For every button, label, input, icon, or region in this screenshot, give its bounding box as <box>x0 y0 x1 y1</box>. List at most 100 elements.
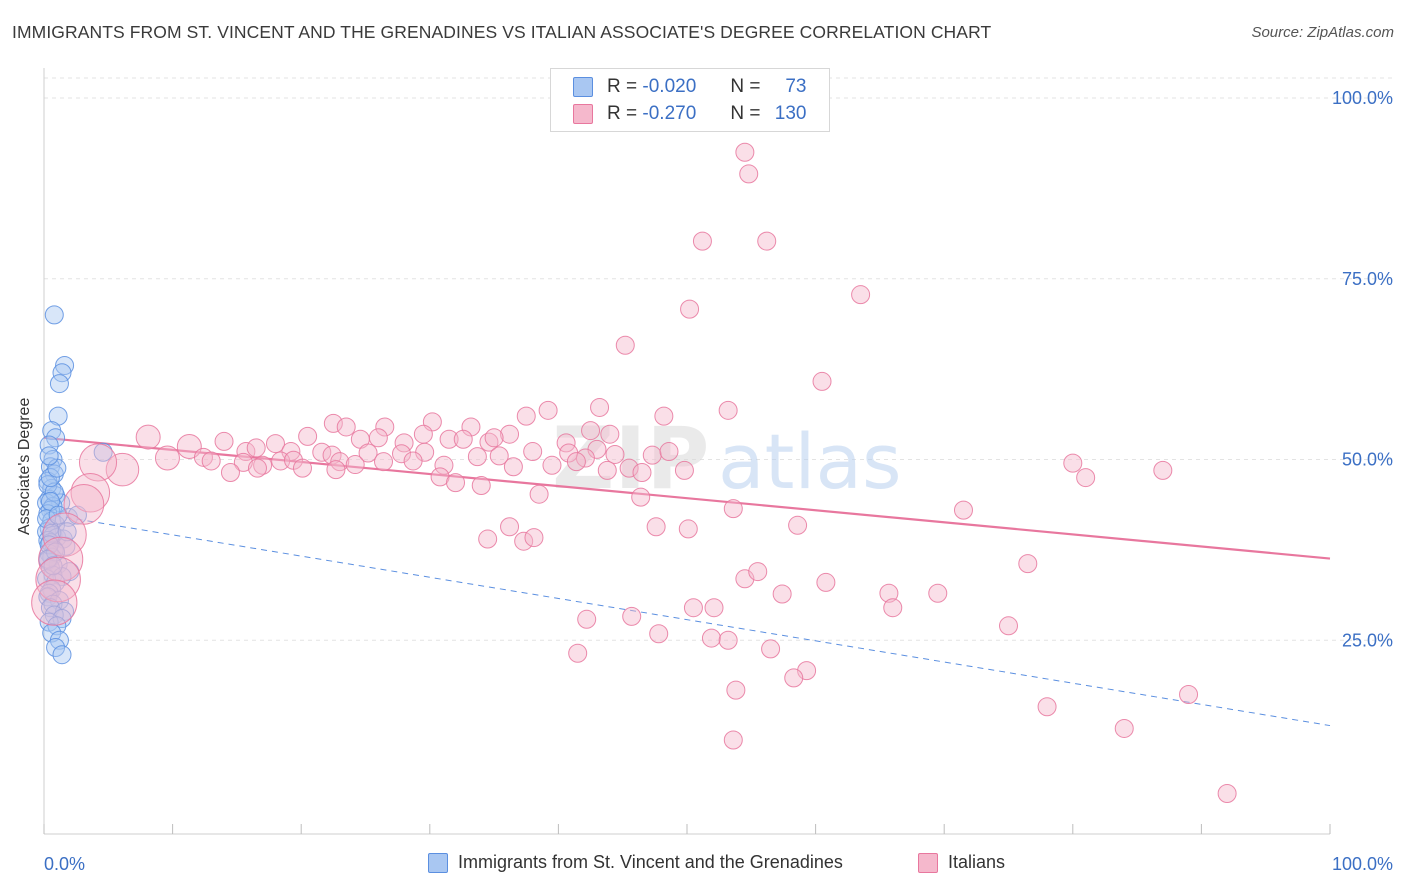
data-point <box>674 460 694 480</box>
data-point <box>514 531 534 551</box>
data-point <box>1018 554 1038 574</box>
data-point <box>748 562 768 582</box>
data-point <box>44 305 64 325</box>
legend-row-immigrants: R = -0.020 N = 73 <box>573 75 807 99</box>
legend-r-label: R = <box>607 76 638 97</box>
data-point <box>761 639 781 659</box>
data-point <box>649 624 669 644</box>
data-point <box>368 428 388 448</box>
legend-item-italians[interactable]: Italians <box>918 852 1005 873</box>
data-point <box>500 424 520 444</box>
legend-r-value: -0.270 <box>642 103 697 124</box>
data-point <box>403 451 423 471</box>
data-point <box>590 397 610 417</box>
data-point <box>345 455 365 475</box>
legend-swatch-immigrants <box>428 852 448 873</box>
legend-item-immigrants[interactable]: Immigrants from St. Vincent and the Gren… <box>428 852 843 873</box>
data-point <box>654 406 674 426</box>
data-point <box>879 583 899 603</box>
data-point <box>35 556 81 603</box>
data-point <box>292 458 312 478</box>
data-point <box>516 406 536 426</box>
data-point <box>39 446 59 466</box>
data-point <box>39 435 59 455</box>
legend-n-label: N = <box>730 76 761 97</box>
chart-title: IMMIGRANTS FROM ST. VINCENT AND THE GREN… <box>12 22 992 42</box>
data-point <box>220 463 240 483</box>
data-point <box>253 455 273 475</box>
data-point <box>788 515 808 535</box>
data-point <box>323 413 343 433</box>
legend-swatch-italians <box>573 104 593 124</box>
data-point <box>46 637 66 657</box>
data-point <box>615 335 635 355</box>
data-point <box>78 443 118 482</box>
data-point <box>581 421 601 441</box>
data-point <box>735 142 755 162</box>
data-point <box>739 164 759 184</box>
data-point <box>851 285 871 305</box>
data-point <box>631 487 651 507</box>
data-point <box>47 458 67 478</box>
y-tick-label: 25.0% <box>1342 630 1393 650</box>
data-point <box>56 536 76 556</box>
data-point <box>642 445 662 465</box>
data-point <box>154 445 180 471</box>
data-point <box>40 468 60 488</box>
data-point <box>577 609 597 629</box>
data-point <box>529 484 549 504</box>
data-point <box>632 463 652 483</box>
correlation-legend: R = -0.020 N = 73 R = -0.270 N = 130 <box>550 68 830 132</box>
data-point <box>1037 697 1057 717</box>
source-label: Source: ZipAtlas.com <box>1251 24 1394 41</box>
data-point <box>646 517 666 537</box>
data-point <box>453 429 473 449</box>
data-point <box>55 356 75 376</box>
legend-n-value: 130 <box>774 103 807 124</box>
tick-labels: 25.0% 50.0% 75.0% 100.0% 0.0% 100.0% <box>44 88 1393 874</box>
gridlines <box>44 77 1394 641</box>
series-immigrants-points <box>37 305 113 665</box>
legend-swatch-italians <box>918 852 938 873</box>
data-point <box>42 623 62 643</box>
data-point <box>37 509 57 529</box>
legend-label-italians: Italians <box>948 852 1006 872</box>
data-point <box>538 400 558 420</box>
data-point <box>816 572 836 592</box>
data-point <box>478 529 498 549</box>
data-point <box>772 584 792 604</box>
data-point <box>322 445 342 465</box>
y-tick-label: 75.0% <box>1342 269 1393 289</box>
data-point <box>246 438 266 458</box>
data-point <box>489 446 509 466</box>
data-point <box>471 476 491 496</box>
data-point <box>236 442 256 462</box>
data-point <box>619 458 639 478</box>
data-point <box>461 417 481 437</box>
watermark: ZIP atlas <box>552 409 902 509</box>
legend-r-label: R = <box>607 103 638 124</box>
data-point <box>659 442 679 462</box>
legend-label-immigrants: Immigrants from St. Vincent and the Gren… <box>458 852 843 872</box>
axes <box>43 68 1331 835</box>
data-point <box>523 442 543 462</box>
data-point <box>718 400 738 420</box>
data-point <box>44 482 64 502</box>
legend-r-value: -0.020 <box>642 76 697 97</box>
data-point <box>718 630 738 650</box>
data-point <box>233 452 253 472</box>
data-point <box>214 431 234 451</box>
data-point <box>43 556 63 576</box>
data-point <box>298 426 318 446</box>
data-point <box>434 455 454 475</box>
data-point <box>247 458 267 478</box>
data-point <box>723 499 743 519</box>
data-point <box>375 417 395 437</box>
data-point <box>484 428 504 448</box>
data-point <box>605 444 625 464</box>
data-point <box>439 429 459 449</box>
data-point <box>38 475 58 495</box>
data-point <box>503 457 523 477</box>
data-point <box>692 231 712 251</box>
data-point <box>48 406 68 426</box>
